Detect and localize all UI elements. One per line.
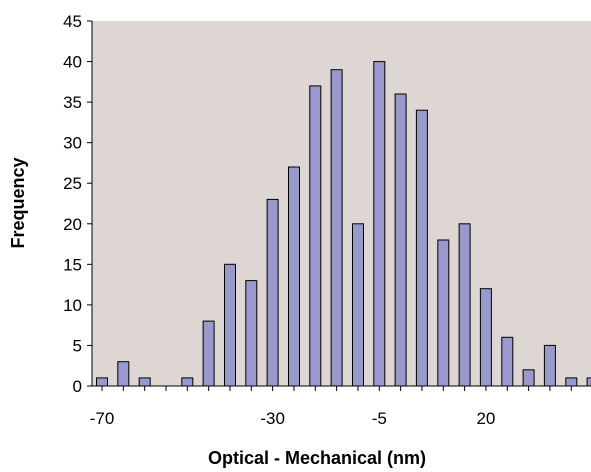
y-tick-label: 30 [63, 134, 82, 153]
x-axis-title: Optical - Mechanical (nm) [208, 448, 426, 468]
bar-40 [565, 377, 578, 387]
y-tick-label: 45 [63, 12, 82, 31]
y-tick-label: 0 [73, 377, 82, 396]
y-tick-label: 15 [63, 255, 82, 274]
x-tick-label: 20 [476, 409, 495, 428]
bar-5 [415, 109, 428, 387]
y-tick-label: 25 [63, 174, 82, 193]
bar-35 [543, 344, 556, 387]
x-tick-label: -70 [90, 409, 115, 428]
bar--5 [373, 61, 386, 387]
bar-20 [479, 288, 492, 387]
bar--65 [117, 361, 130, 387]
bar--50 [181, 377, 194, 387]
bar--35 [245, 280, 258, 387]
bar--40 [224, 263, 236, 387]
bar-10 [437, 239, 450, 387]
x-tick-label: -30 [260, 409, 285, 428]
y-tick-label: 5 [73, 336, 82, 355]
bar-30 [522, 369, 535, 387]
bar--60 [138, 377, 151, 387]
y-tick-label: 20 [63, 215, 82, 234]
bar--10 [352, 223, 364, 387]
bar--20 [309, 85, 322, 387]
y-tick-label: 35 [63, 93, 82, 112]
bar--25 [288, 166, 300, 387]
bar-25 [501, 336, 514, 387]
x-ticks-group: -70-30-52050 [90, 386, 572, 428]
y-ticks-group: 0 5 10 15 20 25 30 35 40 45 [63, 12, 92, 396]
bar--45 [202, 320, 215, 387]
bar--70 [96, 377, 108, 387]
y-tick-label: 10 [63, 296, 82, 315]
y-tick-label: 40 [63, 53, 82, 72]
bar-0 [394, 93, 407, 387]
x-tick-label: -5 [372, 409, 387, 428]
bar-45 [586, 377, 591, 387]
y-axis-title: Frequency [8, 157, 28, 248]
bar--30 [266, 198, 279, 387]
bar--15 [330, 69, 343, 387]
bar-15 [458, 223, 471, 387]
